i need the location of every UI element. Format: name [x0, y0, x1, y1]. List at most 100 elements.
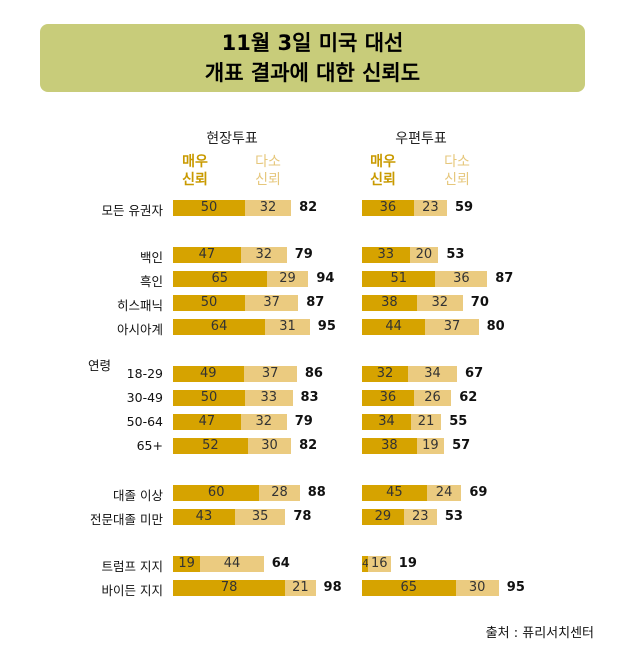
- bar-very-in_person: 47: [173, 247, 241, 263]
- bar-somewhat-in_person: 29: [266, 271, 309, 287]
- bar-very-mail: 36: [362, 390, 414, 406]
- bar-somewhat-mail: 21: [410, 414, 442, 430]
- total-in_person: 87: [306, 295, 325, 310]
- bar-very-mail: 51: [362, 271, 436, 287]
- total-in_person: 83: [300, 390, 319, 405]
- bar-very-mail: 38: [362, 438, 417, 454]
- bar-very-mail: 29: [362, 509, 404, 525]
- bar-somewhat-mail: 23: [403, 509, 437, 525]
- title-banner: 11월 3일 미국 대선 개표 결과에 대한 신뢰도: [40, 24, 585, 92]
- bar-very-in_person: 60: [173, 485, 260, 501]
- total-mail: 53: [444, 509, 463, 524]
- bar-very-mail: 36: [362, 200, 414, 216]
- row-label: 30-49: [126, 390, 163, 405]
- bar-somewhat-mail: 26: [413, 390, 452, 406]
- row-label: 50-64: [126, 414, 163, 429]
- bar-very-in_person: 64: [173, 319, 266, 335]
- bar-very-in_person: 50: [173, 390, 245, 406]
- total-mail: 95: [506, 580, 525, 595]
- row-label: 백인: [139, 250, 163, 265]
- bar-very-mail: 32: [362, 366, 409, 382]
- legend-very-mail: 매우 신뢰: [370, 154, 396, 188]
- row-label: 트럼프 지지: [101, 559, 163, 574]
- panel-title-mail: 우편투표: [395, 131, 447, 147]
- group-label: 연령: [88, 358, 112, 373]
- bar-somewhat-in_person: 35: [234, 509, 286, 525]
- bar-somewhat-in_person: 21: [285, 580, 316, 596]
- bar-very-in_person: 43: [173, 509, 235, 525]
- bar-very-in_person: 50: [173, 295, 245, 311]
- bar-somewhat-mail: 30: [455, 580, 499, 596]
- bar-very-in_person: 50: [173, 200, 245, 216]
- bar-somewhat-in_person: 31: [265, 319, 310, 335]
- bar-somewhat-in_person: 32: [240, 414, 287, 430]
- bar-somewhat-in_person: 28: [259, 485, 300, 501]
- panel-title-in-person: 현장투표: [206, 131, 258, 147]
- bar-somewhat-mail: 19: [416, 438, 445, 454]
- row-label: 모든 유권자: [101, 203, 163, 218]
- row-label: 대졸 이상: [113, 488, 163, 503]
- total-mail: 53: [446, 247, 465, 262]
- bar-very-mail: 45: [362, 485, 427, 501]
- bar-very-mail: 33: [362, 247, 410, 263]
- total-mail: 87: [495, 271, 514, 286]
- source-note: 출처 : 퓨리서치센터: [485, 626, 594, 641]
- total-in_person: 86: [304, 366, 323, 381]
- bar-somewhat-mail: 23: [413, 200, 447, 216]
- bar-somewhat-mail: 37: [425, 319, 479, 335]
- total-mail: 67: [465, 366, 484, 381]
- bar-somewhat-mail: 16: [367, 556, 391, 572]
- total-in_person: 79: [294, 414, 313, 429]
- bar-somewhat-mail: 32: [416, 295, 463, 311]
- bar-somewhat-in_person: 33: [245, 390, 293, 406]
- legend-somewhat-mail: 다소 신뢰: [444, 154, 470, 188]
- bar-very-in_person: 65: [173, 271, 267, 287]
- row-label: 아시아계: [116, 322, 163, 337]
- bar-very-in_person: 47: [173, 414, 241, 430]
- title-line-2: 개표 결과에 대한 신뢰도: [204, 61, 421, 85]
- total-in_person: 82: [299, 438, 318, 453]
- bar-very-in_person: 52: [173, 438, 248, 454]
- bar-very-mail: 44: [362, 319, 426, 335]
- bar-very-mail: 4: [362, 556, 369, 572]
- total-mail: 70: [470, 295, 489, 310]
- row-label: 바이든 지지: [101, 583, 163, 598]
- total-mail: 19: [398, 556, 417, 571]
- total-mail: 59: [454, 200, 474, 215]
- bar-somewhat-mail: 24: [426, 485, 462, 501]
- total-in_person: 98: [323, 580, 342, 595]
- legend-very-in-person: 매우 신뢰: [182, 154, 208, 188]
- bar-very-mail: 38: [362, 295, 417, 311]
- total-in_person: 88: [307, 485, 326, 500]
- total-mail: 55: [449, 414, 468, 429]
- bar-very-in_person: 19: [173, 556, 201, 572]
- total-in_person: 94: [316, 271, 335, 286]
- total-mail: 62: [459, 390, 478, 405]
- row-label: 히스패닉: [116, 298, 163, 313]
- row-label: 흑인: [139, 274, 163, 289]
- bar-very-mail: 34: [362, 414, 411, 430]
- total-in_person: 82: [299, 200, 318, 215]
- bar-somewhat-mail: 34: [408, 366, 458, 382]
- row-label: 65+: [136, 438, 163, 453]
- bar-somewhat-mail: 20: [409, 247, 439, 263]
- total-mail: 57: [452, 438, 471, 453]
- legend-somewhat-in-person: 다소 신뢰: [255, 154, 281, 188]
- bar-somewhat-in_person: 37: [243, 366, 297, 382]
- bar-somewhat-in_person: 32: [245, 200, 292, 216]
- bar-somewhat-in_person: 30: [247, 438, 292, 454]
- total-in_person: 79: [294, 247, 313, 262]
- title-line-1: 11월 3일 미국 대선: [221, 31, 404, 55]
- row-label: 전문대졸 미만: [90, 512, 163, 527]
- bar-very-in_person: 78: [173, 580, 286, 596]
- total-in_person: 64: [271, 556, 290, 571]
- bar-somewhat-in_person: 32: [240, 247, 287, 263]
- row-label: 18-29: [126, 366, 163, 381]
- bar-very-in_person: 49: [173, 366, 244, 382]
- bar-somewhat-mail: 36: [435, 271, 488, 287]
- bar-very-mail: 65: [362, 580, 456, 596]
- bar-somewhat-in_person: 44: [200, 556, 264, 572]
- total-in_person: 78: [293, 509, 312, 524]
- total-mail: 80: [486, 319, 505, 334]
- total-in_person: 95: [317, 319, 336, 334]
